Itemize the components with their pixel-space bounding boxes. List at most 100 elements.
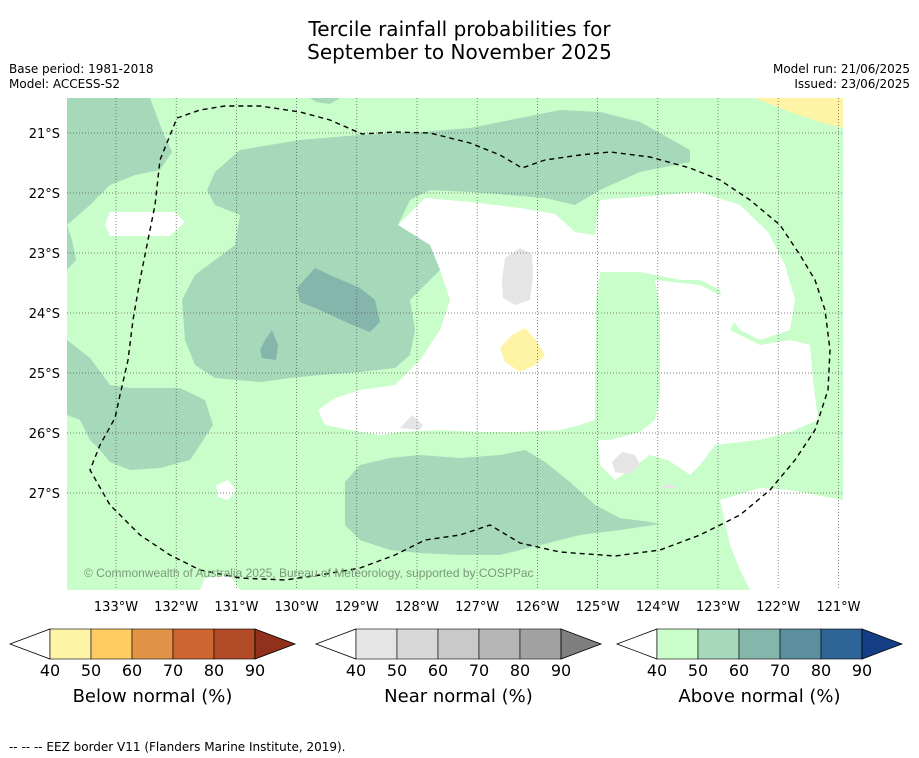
below-normal-40-50-center — [500, 328, 545, 372]
colorbar-label: Below normal (%) — [73, 686, 233, 707]
colorbar-tick-label: 90 — [551, 661, 571, 680]
lat-tick-label: 25°S — [29, 367, 60, 382]
colorbar-tick-label: 80 — [204, 661, 224, 680]
model-name: Model: ACCESS-S2 — [9, 77, 121, 91]
near-normal-40-50-south — [400, 415, 423, 430]
colorbar-under-triangle — [8, 628, 51, 660]
colorbar-tick-label: 60 — [428, 661, 448, 680]
above-normal-50-60-northeast-strip — [310, 98, 340, 104]
lat-tick-label: 23°S — [29, 247, 60, 262]
colorbar-3: 40 50 60 70 80 90 Above normal (%) — [615, 628, 904, 707]
above-normal-50-60-south — [345, 450, 660, 555]
colorbar-tick-label: 50 — [81, 661, 101, 680]
colorbar-segment — [820, 628, 863, 660]
colorbar-tick-label: 50 — [688, 661, 708, 680]
colorbar-over-triangle — [254, 628, 297, 660]
near-normal-40-50-center — [502, 248, 533, 305]
lon-tick-label: 125°W — [576, 600, 620, 615]
above-normal-50-60-west-strip — [67, 225, 76, 270]
lon-tick-label: 122°W — [756, 600, 800, 615]
above-normal-50-60-north-west — [67, 98, 172, 225]
colorbar-under-triangle — [314, 628, 357, 660]
colorbar-tick-label: 40 — [346, 661, 366, 680]
colorbar-tick-label: 70 — [163, 661, 183, 680]
colorbar-2: 40 50 60 70 80 90 Near normal (%) — [314, 628, 603, 707]
colorbar-tick-label: 90 — [245, 661, 265, 680]
colorbar-tick-label: 80 — [510, 661, 530, 680]
white-region-small-sw — [216, 480, 236, 500]
issued-date: Issued: 23/06/2025 — [794, 77, 910, 91]
above-normal-60-70-small — [260, 330, 278, 360]
lat-tick-label: 24°S — [29, 307, 60, 322]
lon-tick-label: 124°W — [636, 600, 680, 615]
colorbar-tick-label: 40 — [647, 661, 667, 680]
near-normal-40-50-tiny — [660, 484, 678, 488]
white-region-center — [318, 192, 795, 435]
colorbar-segment — [478, 628, 521, 660]
colorbar-segment — [172, 628, 215, 660]
colorbar-1: 40 50 60 70 80 90 Below normal (%) — [8, 628, 297, 707]
colorbar-segment — [49, 628, 92, 660]
lon-tick-label: 128°W — [395, 600, 439, 615]
colorbar-tick-label: 80 — [811, 661, 831, 680]
white-region-south — [200, 575, 240, 590]
lon-tick-label: 132°W — [154, 600, 198, 615]
colorbar-segment — [779, 628, 822, 660]
colorbar-segment — [519, 628, 562, 660]
lon-tick-label: 131°W — [214, 600, 258, 615]
lon-tick-label: 127°W — [455, 600, 499, 615]
model-run: Model run: 21/06/2025 — [772, 62, 910, 76]
lon-tick-label: 133°W — [94, 600, 138, 615]
meta-left: Base period: 1981-2018 Model: ACCESS-S2 — [9, 62, 154, 92]
eez-footnote: -- -- -- EEZ border V11 (Flanders Marine… — [9, 740, 346, 754]
colorbars: 40 50 60 70 80 90 Below normal (%) 40 50 60 70 80 90… — [8, 628, 904, 707]
colorbar-label: Above normal (%) — [678, 686, 840, 707]
meta-right: Model run: 21/06/2025 Issued: 23/06/2025 — [773, 62, 910, 92]
colorbar-under-triangle — [615, 628, 658, 660]
longitude-labels: 133°W 132°W 131°W 130°W 129°W 128°W 127°W 126°W… — [94, 600, 861, 615]
lat-tick-label: 26°S — [29, 427, 60, 442]
lon-tick-label: 126°W — [515, 600, 559, 615]
colorbar-segment — [656, 628, 699, 660]
lon-tick-label: 130°W — [275, 600, 319, 615]
chart-title: Tercile rainfall probabilities for Septe… — [0, 18, 919, 64]
white-region-east — [598, 280, 818, 480]
colorbar-segment — [90, 628, 133, 660]
lon-tick-label: 121°W — [816, 600, 860, 615]
above-normal-60-70-core — [297, 268, 380, 332]
near-normal-40-50-east — [612, 452, 640, 474]
eez-border — [89, 105, 831, 581]
colorbar-over-triangle — [560, 628, 603, 660]
colorbar-segment — [437, 628, 480, 660]
below-normal-40-50-northeast — [755, 98, 843, 128]
lat-tick-label: 21°S — [29, 127, 60, 142]
probability-field — [67, 98, 843, 590]
colorbar-over-triangle — [861, 628, 904, 660]
colorbar-label: Near normal (%) — [384, 686, 533, 707]
colorbar-tick-label: 90 — [852, 661, 872, 680]
latitude-labels: 21°S 22°S 23°S 24°S 25°S 26°S 27°S — [29, 127, 60, 502]
colorbar-tick-label: 40 — [40, 661, 60, 680]
lat-tick-label: 27°S — [29, 487, 60, 502]
colorbar-tick-label: 50 — [387, 661, 407, 680]
above-normal-50-60-central — [182, 110, 690, 382]
colorbar-segment — [131, 628, 174, 660]
colorbar-tick-label: 60 — [729, 661, 749, 680]
white-region-west — [105, 212, 185, 236]
colorbar-segment — [396, 628, 439, 660]
title-line-2: September to November 2025 — [307, 40, 612, 64]
colorbar-tick-label: 60 — [122, 661, 142, 680]
colorbar-segment — [355, 628, 398, 660]
title-line-1: Tercile rainfall probabilities for — [308, 17, 611, 41]
colorbar-segment — [213, 628, 256, 660]
lon-tick-label: 123°W — [696, 600, 740, 615]
copyright-text: © Commonwealth of Australia 2025, Bureau… — [84, 566, 534, 580]
graticule — [67, 98, 843, 590]
white-region-southeast — [720, 488, 843, 590]
lon-tick-label: 129°W — [335, 600, 379, 615]
lat-tick-label: 22°S — [29, 187, 60, 202]
colorbar-tick-label: 70 — [469, 661, 489, 680]
colorbar-tick-label: 70 — [770, 661, 790, 680]
base-period: Base period: 1981-2018 — [9, 62, 154, 76]
